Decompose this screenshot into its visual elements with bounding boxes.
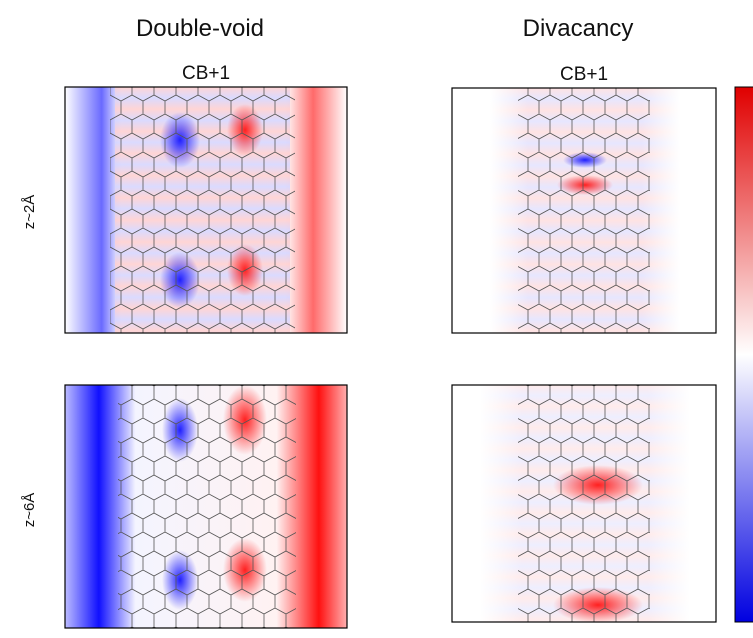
column-subtitle: CB+1: [182, 63, 230, 84]
column-title: Double-void: [136, 15, 264, 42]
figure: Double-void Divacancy CB+1 CB+1 z~2Å z~6…: [0, 0, 753, 633]
row-label: z~2Å: [21, 195, 38, 230]
row-label: z~6Å: [21, 493, 38, 528]
density-panel: [65, 385, 347, 628]
density-panel: [452, 385, 716, 623]
density-panel: [65, 87, 347, 333]
density-panel: [452, 88, 716, 333]
column-title: Divacancy: [523, 15, 634, 42]
colorbar: [735, 87, 753, 622]
column-subtitle: CB+1: [560, 64, 608, 85]
